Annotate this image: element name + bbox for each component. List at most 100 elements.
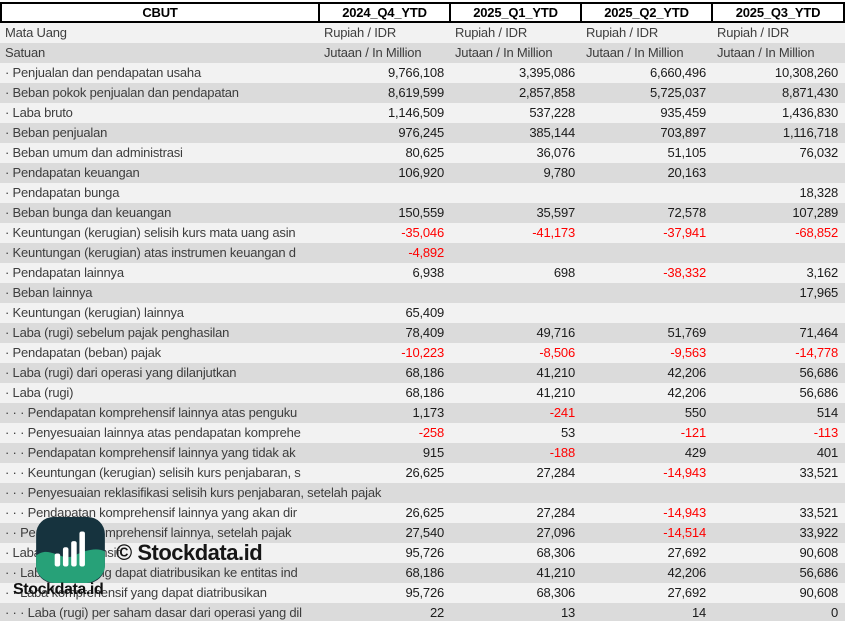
cell-value: -258 — [418, 425, 444, 440]
meta-value: Rupiah / IDR — [586, 25, 659, 40]
cell-value: 537,228 — [529, 105, 575, 120]
cell-value: 71,464 — [799, 325, 838, 340]
cell-value: 68,186 — [405, 385, 444, 400]
cell-value: 106,920 — [398, 165, 444, 180]
cell-value: 42,206 — [667, 365, 706, 380]
cell-value: 27,284 — [536, 465, 575, 480]
cell-value: 514 — [816, 405, 838, 420]
table-row: · · · Penyesuaian reklasifikasi selisih … — [0, 483, 845, 503]
cell-value: 35,597 — [536, 205, 575, 220]
table-row: · Laba (rugi) sebelum pajak penghasilan 7… — [0, 323, 845, 343]
row-label: · Penjualan dan pendapatan usaha — [5, 65, 201, 80]
cell-value: 0 — [830, 605, 838, 620]
table-row: · · · Laba (rugi) per saham dasar dari o… — [0, 603, 845, 621]
meta-value: Rupiah / IDR — [717, 25, 790, 40]
period-header-cell: 2025_Q2_YTD — [582, 2, 713, 23]
cell-value: 95,726 — [405, 545, 444, 560]
cell-value: 550 — [684, 405, 706, 420]
table-row: · · · Pendapatan komprehensif lainnya ya… — [0, 503, 845, 523]
cell-value: 3,162 — [806, 265, 838, 280]
cell-value: 27,096 — [536, 525, 575, 540]
cell-value: -14,943 — [663, 505, 706, 520]
row-label: · Beban umum dan administrasi — [5, 145, 183, 160]
cell-value: -10,223 — [401, 345, 444, 360]
row-label: · Keuntungan (kerugian) atas instrumen k… — [5, 245, 296, 260]
period-header-cell: 2024_Q4_YTD — [320, 2, 451, 23]
cell-value: 56,686 — [799, 565, 838, 580]
cell-value: 5,725,037 — [649, 85, 706, 100]
cell-value: 53 — [560, 425, 575, 440]
cell-value: 17,965 — [799, 285, 838, 300]
table-row: · Keuntungan (kerugian) selisih kurs mat… — [0, 223, 845, 243]
ticker-header-cell: CBUT — [0, 2, 320, 23]
table-row: · · · Pendapatan komprehensif lainnya ya… — [0, 443, 845, 463]
row-label: · · · Pendapatan komprehensif lainnya ya… — [5, 445, 296, 460]
cell-value: 68,306 — [536, 545, 575, 560]
table-row: · Beban lainnya 17,965 — [0, 283, 845, 303]
cell-value: 27,692 — [667, 545, 706, 560]
cell-value: 42,206 — [667, 385, 706, 400]
row-label: · Pendapatan (beban) pajak — [5, 345, 161, 360]
cell-value: 41,210 — [536, 385, 575, 400]
table-row: · Beban umum dan administrasi 80,625 36,07… — [0, 143, 845, 163]
cell-value: 107,289 — [792, 205, 838, 220]
table-row: · Pendapatan bunga 18,328 — [0, 183, 845, 203]
cell-value — [582, 483, 713, 503]
cell-value: 9,766,108 — [387, 65, 444, 80]
cell-value — [582, 303, 713, 323]
table-row: · Pendapatan keuangan 106,920 9,780 20,163 — [0, 163, 845, 183]
row-label: · · · Penyesuaian reklasifikasi selisih … — [5, 485, 382, 500]
cell-value: -8,506 — [539, 345, 575, 360]
cell-value: -9,563 — [670, 345, 706, 360]
cell-value: 9,780 — [543, 165, 575, 180]
cell-value — [713, 303, 845, 323]
cell-value: 3,395,086 — [518, 65, 575, 80]
cell-value: -4,892 — [408, 245, 444, 260]
meta-value: Rupiah / IDR — [324, 25, 397, 40]
cell-value: 42,206 — [667, 565, 706, 580]
cell-value: 49,716 — [536, 325, 575, 340]
row-label: · · · Pendapatan komprehensif lainnya at… — [5, 405, 298, 420]
row-label: · · Laba komprehensif yang dapat diatrib… — [5, 585, 267, 600]
table-row: · · · Pendapatan komprehensif lainnya at… — [0, 403, 845, 423]
cell-value — [451, 283, 582, 303]
cell-value: 27,540 — [405, 525, 444, 540]
cell-value: 51,105 — [667, 145, 706, 160]
row-label: · Beban penjualan — [5, 125, 108, 140]
cell-value: 68,186 — [405, 565, 444, 580]
row-label: · Pendapatan lainnya — [5, 265, 124, 280]
row-label: · Laba (rugi) dari operasi yang dilanjut… — [5, 365, 237, 380]
cell-value: -37,941 — [663, 225, 706, 240]
cell-value: 68,186 — [405, 365, 444, 380]
table-body: Mata Uang Rupiah / IDR Rupiah / IDR Rupiah … — [0, 23, 845, 621]
meta-value: Jutaan / In Million — [717, 45, 815, 60]
table-row: · Beban penjualan 976,245 385,144 703,897 1,… — [0, 123, 845, 143]
period-header-cell: 2025_Q3_YTD — [713, 2, 845, 23]
cell-value: 1,146,509 — [387, 105, 444, 120]
cell-value: 10,308,260 — [774, 65, 838, 80]
table-row: · Penjualan dan pendapatan usaha 9,766,10… — [0, 63, 845, 83]
table-row: · Pendapatan (beban) pajak -10,223 -8,506 -… — [0, 343, 845, 363]
cell-value: 6,660,496 — [649, 65, 706, 80]
row-label: · Beban lainnya — [5, 285, 93, 300]
cell-value: 90,608 — [799, 545, 838, 560]
cell-value: 26,625 — [405, 505, 444, 520]
stockdata-logo-icon — [36, 517, 105, 583]
cell-value: 41,210 — [536, 565, 575, 580]
cell-value: 68,306 — [536, 585, 575, 600]
row-label: · Laba (rugi) sebelum pajak penghasilan — [5, 325, 230, 340]
row-label: Satuan — [5, 45, 46, 60]
cell-value: 26,625 — [405, 465, 444, 480]
cell-value — [582, 243, 713, 263]
meta-value: Jutaan / In Million — [586, 45, 684, 60]
cell-value: -68,852 — [795, 225, 838, 240]
cell-value: 935,459 — [660, 105, 706, 120]
cell-value: -14,778 — [795, 345, 838, 360]
row-label: · Laba (rugi) — [5, 385, 74, 400]
cell-value: 22 — [429, 605, 444, 620]
table-row: · · · Keuntungan (kerugian) selisih kurs… — [0, 463, 845, 483]
cell-value: -113 — [813, 425, 838, 440]
cell-value — [582, 283, 713, 303]
cell-value — [451, 303, 582, 323]
